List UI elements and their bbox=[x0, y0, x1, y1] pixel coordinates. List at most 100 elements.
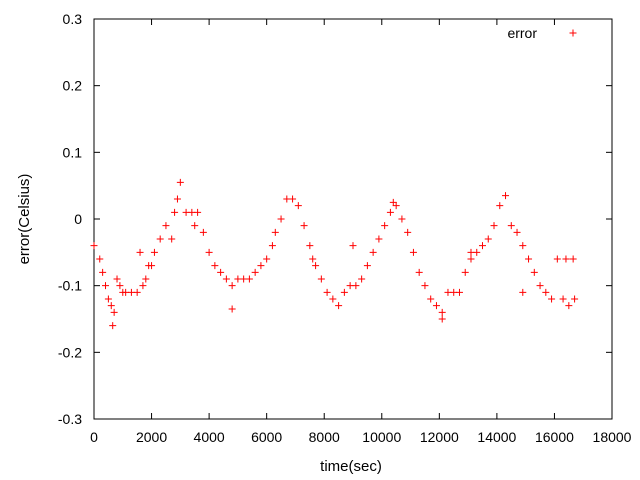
data-point bbox=[438, 308, 446, 316]
data-point bbox=[306, 242, 314, 250]
data-point bbox=[289, 195, 297, 203]
x-tick-label: 4000 bbox=[194, 429, 225, 445]
data-point bbox=[228, 305, 236, 313]
y-tick-label: -0.2 bbox=[58, 344, 82, 360]
x-tick-label: 18000 bbox=[593, 429, 632, 445]
x-tick-label: 16000 bbox=[535, 429, 574, 445]
data-point bbox=[228, 282, 236, 290]
data-point bbox=[162, 222, 170, 230]
data-point bbox=[438, 315, 446, 323]
x-tick-label: 12000 bbox=[420, 429, 459, 445]
y-tick-label: 0.1 bbox=[63, 144, 83, 160]
axis-ticks: 0 2000 4000 6000 8000 10000 12000 14000 16000 180… bbox=[58, 11, 632, 445]
data-point bbox=[257, 262, 265, 270]
data-point bbox=[519, 242, 527, 250]
data-point bbox=[110, 308, 118, 316]
data-point bbox=[148, 262, 156, 270]
data-point bbox=[150, 248, 158, 256]
data-point bbox=[251, 268, 259, 276]
data-point bbox=[363, 262, 371, 270]
data-point bbox=[569, 255, 577, 263]
data-point bbox=[263, 255, 271, 263]
data-point bbox=[496, 202, 504, 210]
data-point bbox=[329, 295, 337, 303]
data-point bbox=[415, 268, 423, 276]
data-point bbox=[335, 302, 343, 310]
data-point bbox=[490, 222, 498, 230]
data-point bbox=[133, 288, 141, 296]
data-point bbox=[312, 262, 320, 270]
data-point bbox=[513, 228, 521, 236]
data-point bbox=[113, 275, 121, 283]
data-point bbox=[548, 295, 556, 303]
x-tick-label: 8000 bbox=[309, 429, 340, 445]
data-point bbox=[404, 228, 412, 236]
data-point bbox=[562, 255, 570, 263]
data-point bbox=[432, 302, 440, 310]
data-point bbox=[309, 255, 317, 263]
data-point bbox=[300, 222, 308, 230]
x-tick-label: 6000 bbox=[251, 429, 282, 445]
data-point bbox=[136, 248, 144, 256]
y-tick-label: -0.3 bbox=[58, 411, 82, 427]
data-point bbox=[427, 295, 435, 303]
data-point bbox=[168, 235, 176, 243]
data-point bbox=[211, 262, 219, 270]
data-point bbox=[317, 275, 325, 283]
data-point bbox=[525, 255, 533, 263]
data-point bbox=[323, 288, 331, 296]
data-point bbox=[530, 268, 538, 276]
data-point bbox=[455, 288, 463, 296]
data-point bbox=[479, 242, 486, 250]
data-point bbox=[271, 228, 279, 236]
x-tick-label: 2000 bbox=[136, 429, 167, 445]
data-point bbox=[340, 288, 348, 296]
data-point bbox=[381, 222, 389, 230]
data-point bbox=[398, 215, 406, 223]
data-point bbox=[386, 208, 394, 216]
data-point bbox=[199, 228, 207, 236]
data-point bbox=[502, 192, 510, 200]
legend-marker-error bbox=[569, 29, 577, 37]
data-point bbox=[519, 288, 527, 296]
x-tick-label: 0 bbox=[90, 429, 98, 445]
data-point bbox=[369, 248, 377, 256]
y-tick-label: 0.2 bbox=[63, 78, 83, 94]
data-point bbox=[358, 275, 366, 283]
data-point bbox=[421, 282, 429, 290]
y-tick-label: 0 bbox=[74, 211, 82, 227]
data-point bbox=[245, 275, 253, 283]
data-point bbox=[467, 255, 475, 263]
data-point bbox=[571, 295, 579, 303]
data-point bbox=[392, 202, 400, 210]
data-point bbox=[222, 275, 230, 283]
data-point bbox=[484, 235, 492, 243]
data-point bbox=[268, 242, 276, 250]
data-point bbox=[104, 295, 112, 303]
data-point bbox=[536, 282, 544, 290]
data-point bbox=[99, 268, 107, 276]
data-point bbox=[191, 222, 199, 230]
data-point bbox=[294, 202, 302, 210]
legend-label-error: error bbox=[507, 25, 537, 41]
y-axis-label: error(Celsius) bbox=[16, 174, 33, 265]
data-point bbox=[349, 242, 357, 250]
data-point bbox=[142, 275, 150, 283]
data-point bbox=[409, 248, 417, 256]
data-point bbox=[352, 282, 360, 290]
data-point bbox=[217, 268, 225, 276]
y-tick-label: -0.1 bbox=[58, 278, 82, 294]
data-point bbox=[116, 282, 124, 290]
data-point bbox=[107, 302, 115, 310]
legend: error bbox=[507, 25, 577, 41]
y-tick-label: 0.3 bbox=[63, 11, 83, 27]
data-point bbox=[102, 282, 110, 290]
data-point bbox=[507, 222, 515, 230]
data-point bbox=[194, 208, 202, 216]
data-point bbox=[553, 255, 561, 263]
data-point bbox=[559, 295, 567, 303]
data-point bbox=[156, 235, 164, 243]
x-tick-label: 14000 bbox=[477, 429, 516, 445]
